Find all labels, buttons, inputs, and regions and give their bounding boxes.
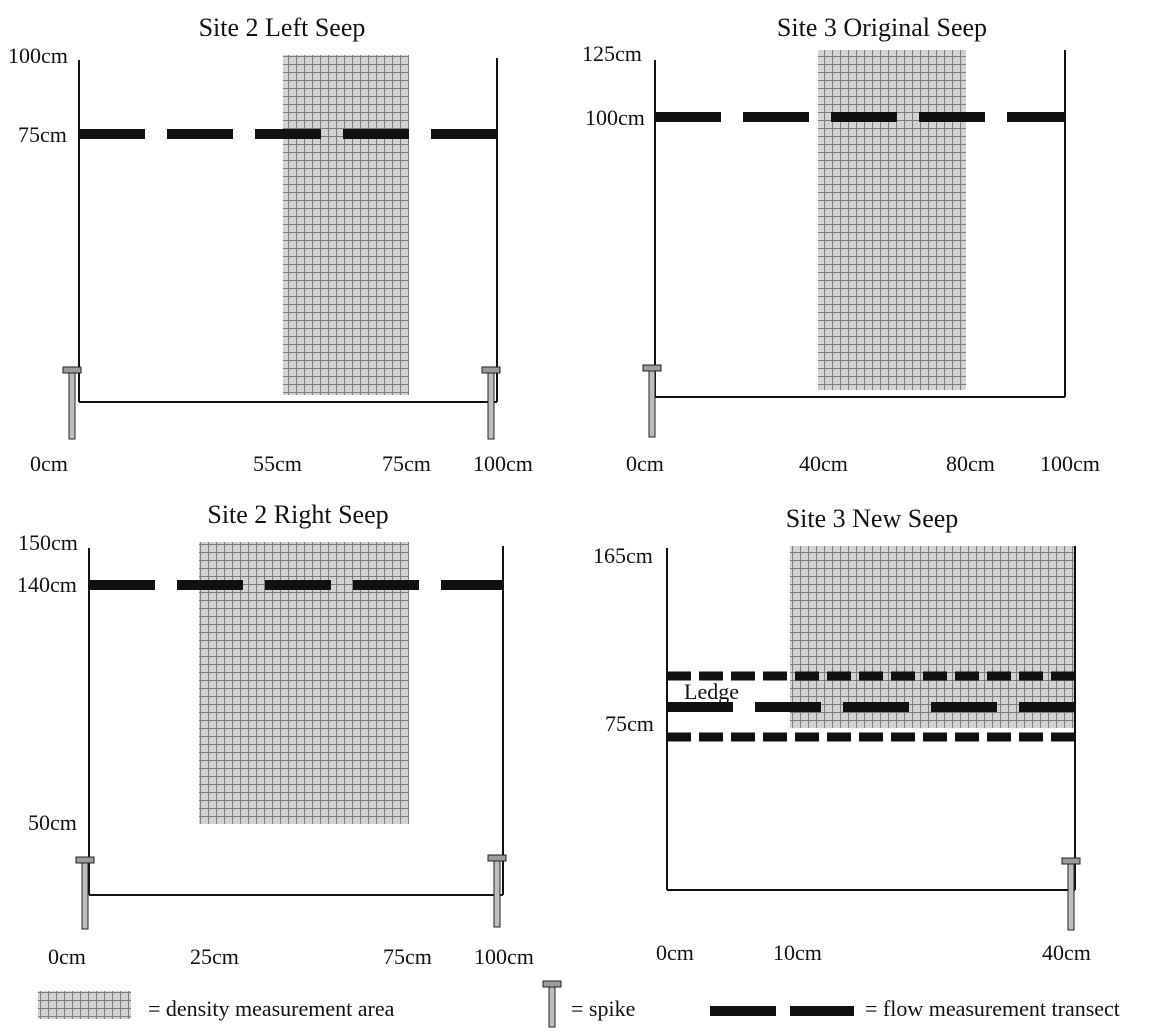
y-label-low: 50cm	[28, 810, 77, 835]
x-label-2: 75cm	[383, 944, 432, 969]
x-label-0: 0cm	[656, 940, 694, 965]
density-area	[790, 546, 1075, 728]
y-label-top: 150cm	[18, 530, 78, 555]
x-label-0: 0cm	[48, 944, 86, 969]
x-label-2: 40cm	[1042, 940, 1091, 965]
spike-left	[75, 856, 95, 930]
x-label-2: 75cm	[382, 451, 431, 476]
y-label-top: 100cm	[8, 43, 68, 68]
panel-site2-left-seep: Site 2 Left Seep 100cm 75cm 0cm 55cm 75c…	[8, 13, 533, 476]
panel-site2-right-seep: Site 2 Right Seep 150cm 140cm 50cm 0cm 2…	[17, 500, 534, 969]
x-label-2: 80cm	[946, 451, 995, 476]
density-swatch	[38, 991, 131, 1019]
panel-site3-original-seep: Site 3 Original Seep 125cm 100cm 0cm 40c…	[582, 13, 1100, 476]
panel-title: Site 2 Left Seep	[199, 13, 366, 42]
y-label-top: 125cm	[582, 41, 642, 66]
x-label-3: 100cm	[1040, 451, 1100, 476]
x-label-1: 25cm	[190, 944, 239, 969]
panel-title: Site 2 Right Seep	[207, 500, 388, 529]
ledge-label: Ledge	[684, 679, 739, 704]
x-label-0: 0cm	[626, 451, 664, 476]
y-label-transect: 140cm	[17, 572, 77, 597]
legend-spike-label: = spike	[571, 996, 635, 1021]
x-label-0: 0cm	[30, 451, 68, 476]
panel-site3-new-seep: Site 3 New Seep Ledge 165cm 75cm 0cm 10c…	[593, 504, 1091, 965]
x-label-1: 55cm	[253, 451, 302, 476]
panel-title: Site 3 New Seep	[786, 504, 959, 533]
spike-icon	[542, 980, 562, 1028]
density-area	[818, 50, 966, 390]
panel-title: Site 3 Original Seep	[777, 13, 987, 42]
density-area	[283, 55, 409, 395]
legend-density-label: = density measurement area	[148, 996, 395, 1021]
legend-flow-label: = flow measurement transect	[865, 996, 1120, 1021]
x-label-1: 10cm	[773, 940, 822, 965]
x-label-1: 40cm	[799, 451, 848, 476]
y-label-top: 165cm	[593, 543, 653, 568]
y-label-transect: 100cm	[585, 105, 645, 130]
spike-right	[1061, 857, 1081, 931]
legend: = density measurement area = spike = flo…	[38, 980, 1120, 1028]
x-label-3: 100cm	[474, 944, 534, 969]
y-label-transect: 75cm	[18, 122, 67, 147]
x-label-3: 100cm	[473, 451, 533, 476]
y-label-transect: 75cm	[605, 711, 654, 736]
spike-left	[642, 364, 662, 438]
